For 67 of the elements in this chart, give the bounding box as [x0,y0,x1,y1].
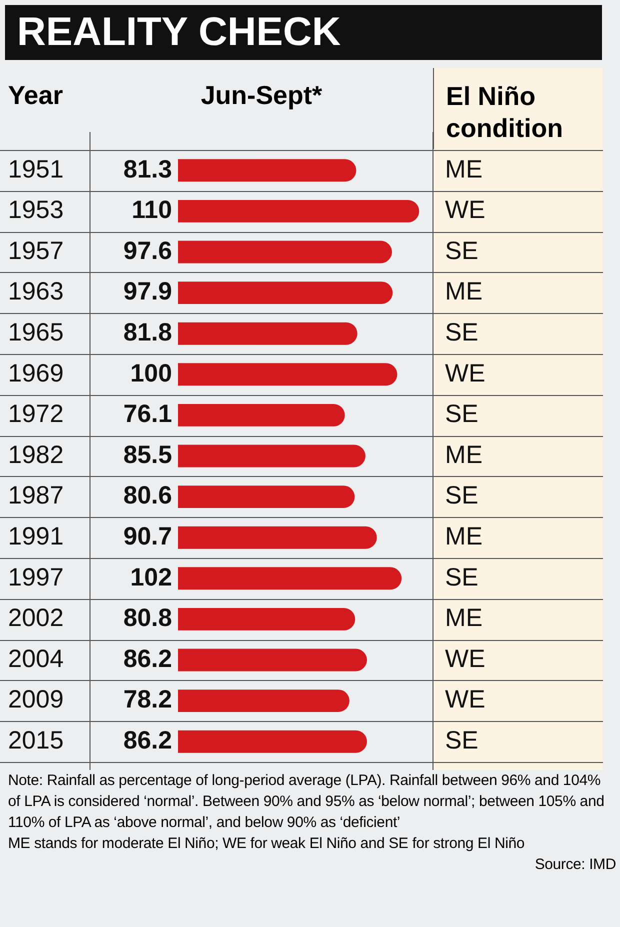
data-label: 100 [130,359,172,388]
y-tick-label: 1953 [8,196,64,224]
bar [178,730,367,753]
y-tick-label: 2015 [8,726,64,754]
data-label: 80.6 [123,482,172,510]
data-label: 85.5 [123,440,172,469]
y-tick-label: 1957 [8,236,64,265]
bar [178,322,358,345]
text: ME [445,604,482,632]
data-label: 81.3 [123,155,172,184]
chart-title: REALITY CHECK [5,5,602,60]
source-note: Source: IMD [534,855,616,875]
bar [178,608,356,630]
bar [178,200,420,222]
bar [178,444,366,468]
data-label: 80.8 [123,604,172,632]
text: SE [445,318,478,346]
y-tick-label: 2002 [8,604,64,632]
bar [178,363,398,386]
bar [178,567,402,590]
bar [178,282,393,304]
y-axis-title: Year [8,80,63,111]
text: SE [445,563,478,592]
data-label: 78.2 [123,686,172,714]
bar [178,648,367,672]
text: WE [445,359,486,388]
bar [178,404,345,426]
y-tick-label: 1991 [8,522,64,550]
x-axis-title: Jun-Sept* [200,80,324,111]
y-tick-label: 1987 [8,482,64,510]
text: ME [445,278,482,306]
data-label: 110 [132,196,172,224]
data-label: 97.6 [123,236,172,265]
y-tick-label: 1972 [8,400,64,428]
y-tick-label: 1965 [8,318,64,346]
data-label: 102 [130,563,172,592]
text: Note: Rainfall as percentage of long-period average (LPA). Rainfall between 96% and 104% of LPA is considered ‘normal’. Between 90% and 95% as ‘below normal’; between 105% and 110% of LPA as ‘above normal’, and below 90% as ‘deficient’ [8,771,606,833]
bar [178,526,377,549]
text: ME [445,440,482,469]
y-tick-label: 2004 [8,644,64,673]
y-tick-label: 1963 [8,278,64,306]
text: SE [445,236,478,265]
text: ME [445,522,482,550]
bar [178,690,350,712]
data-label: 90.7 [123,522,172,550]
text: WE [445,686,486,714]
text: SE [445,400,478,428]
data-label: 76.1 [123,400,172,428]
data-label: 97.9 [123,278,172,306]
bar [178,486,355,508]
bar [178,240,392,264]
bar [178,159,356,182]
y-tick-label: 1997 [8,563,64,592]
y-tick-label: 2009 [8,686,64,714]
data-label: 86.2 [123,644,172,673]
data-label: 86.2 [123,726,172,754]
text: WE [445,644,486,673]
y-tick-label: 1969 [8,359,64,388]
y-tick-label: 1951 [8,155,64,184]
text: ME stands for moderate El Niño; WE for weak El Niño and SE for strong El Niño [8,834,526,854]
text: SE [445,482,478,510]
y-tick-label: 1982 [8,440,64,469]
data-label: 81.8 [123,318,172,346]
text: SE [445,726,478,754]
text: ME [445,155,482,184]
text: WE [445,196,486,224]
y2-axis-title: El Niño condition [433,68,603,149]
